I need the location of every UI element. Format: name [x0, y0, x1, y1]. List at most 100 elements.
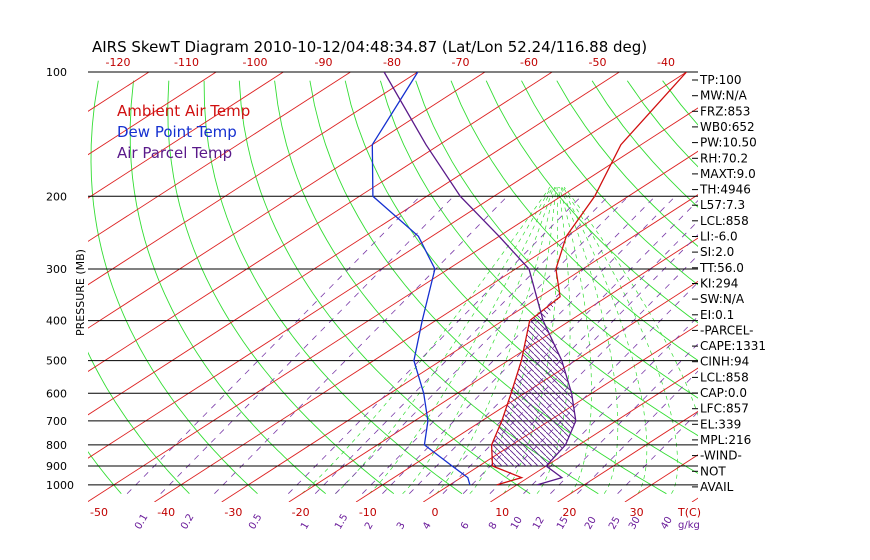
- pressure-tick: 700: [46, 415, 67, 428]
- legend: Ambient Air Temp Dew Point Temp Air Parcel…: [117, 102, 250, 162]
- top-temp-tick: -110: [174, 56, 199, 69]
- mixing-ratio-line: [429, 220, 698, 494]
- pressure-tick: 500: [46, 355, 67, 368]
- bottom-temperature-ticks: -50 -40 -30 -20 -10 0 10 20 30: [90, 506, 644, 519]
- index-item: FRZ:853: [700, 104, 750, 118]
- isotherm: [88, 72, 688, 459]
- saturated-adiabat: [562, 186, 678, 494]
- legend-entry: Dew Point Temp: [117, 123, 237, 141]
- index-item: PW:10.50: [700, 136, 757, 150]
- mixing-ratio-label: 8: [487, 520, 500, 531]
- top-temp-tick: -70: [452, 56, 470, 69]
- dry-adiabat: [768, 81, 870, 494]
- index-item: AVAIL: [700, 480, 734, 494]
- mixing-ratio-label: 1.5: [333, 512, 350, 531]
- mixing-ratio-line: [489, 281, 698, 494]
- mixing-ratio-labels: 0.1 0.2 0.5 1 1.5 2 3 4 6 8 10 12 15 20 25 30 40: [133, 512, 675, 531]
- isotherm: [88, 72, 553, 372]
- isotherm: [88, 107, 698, 502]
- dry-adiabat: [415, 80, 698, 399]
- mixing-ratio-line: [288, 196, 582, 494]
- series-ambient-air-temp: [490, 72, 687, 486]
- isotherm: [154, 150, 698, 502]
- index-item: EL:339: [700, 417, 741, 431]
- dry-adiabat: [839, 81, 870, 494]
- isotherm: [288, 237, 698, 502]
- mixing-ratio-line: [160, 196, 454, 494]
- mixing-ratio-label: 0.1: [133, 512, 150, 531]
- index-item: LI:-6.0: [700, 230, 738, 244]
- bottom-temp-tick: 20: [562, 506, 576, 519]
- pressure-tick: 600: [46, 387, 67, 400]
- isotherm: [759, 63, 870, 502]
- dry-adiabat: [129, 80, 326, 495]
- index-item: KI:294: [700, 277, 738, 291]
- dry-adiabat: [88, 351, 190, 495]
- index-item: RH:70.2: [700, 151, 748, 165]
- mixing-ratio-label: 6: [459, 520, 472, 531]
- chart-title: AIRS SkewT Diagram 2010-10-12/04:48:34.8…: [92, 38, 647, 56]
- cape-hatched-area: [491, 296, 576, 466]
- mixing-ratio-label: 2: [363, 520, 376, 531]
- saturated-adiabat: [563, 186, 698, 417]
- index-item: WB0:652: [700, 120, 755, 134]
- dry-adiabat: [556, 80, 698, 247]
- pressure-tick-labels: 100 200 300 400 500 600 700 800 900 1000: [46, 66, 74, 492]
- mixing-ratio-line: [214, 196, 508, 494]
- isotherm: [355, 280, 698, 502]
- pressure-tick: 300: [46, 263, 67, 276]
- bottom-temp-tick: -40: [157, 506, 175, 519]
- mixing-ratio-label: 4: [421, 520, 434, 531]
- top-temp-tick: -90: [315, 56, 333, 69]
- saturated-adiabat: [561, 186, 648, 494]
- mixing-ratio-line: [550, 343, 698, 494]
- bottom-temp-tick: 10: [495, 506, 509, 519]
- dry-adiabat: [485, 80, 698, 324]
- series-air-parcel-temp: [383, 72, 577, 486]
- index-item: MW:N/A: [700, 89, 748, 103]
- pressure-tick: 1000: [46, 479, 74, 492]
- index-item: TP:100: [699, 73, 742, 87]
- legend-entry: Ambient Air Temp: [117, 102, 250, 120]
- dry-adiabat: [450, 80, 698, 362]
- index-item: EI:0.1: [700, 308, 734, 322]
- isotherm: [0, 63, 29, 502]
- saturated-adiabat: [402, 186, 554, 494]
- dry-adiabat: [521, 80, 698, 286]
- mixing-ratio-label: 0.5: [247, 512, 264, 531]
- dry-adiabat: [167, 80, 395, 495]
- isobars: [88, 71, 698, 486]
- bottom-temp-tick: 0: [432, 506, 439, 519]
- saturated-adiabat: [368, 186, 553, 494]
- bottom-temp-tick: -20: [292, 506, 310, 519]
- mixing-ratio-label: 12: [531, 515, 547, 532]
- isotherm: [490, 367, 698, 502]
- mixing-ratio-label: 20: [583, 515, 599, 532]
- mixing-ratio-label: 25: [607, 515, 623, 532]
- index-item: TH:4946: [699, 183, 751, 197]
- mixing-ratio-line: [335, 196, 629, 494]
- index-item: SI:2.0: [700, 245, 734, 259]
- mixing-ratio-label: 40: [659, 515, 675, 532]
- index-item: MPL:216: [700, 433, 751, 447]
- mixing-ratio-line: [442, 234, 698, 494]
- bottom-temp-tick: -10: [359, 506, 377, 519]
- dry-adiabat: [203, 80, 463, 495]
- index-item: MAXT:9.0: [700, 167, 756, 181]
- index-item: SW:N/A: [700, 292, 745, 306]
- saturated-adiabat: [301, 186, 551, 494]
- pressure-tick: 100: [46, 66, 67, 79]
- bottom-temp-tick: -30: [224, 506, 242, 519]
- isotherm: [557, 410, 698, 502]
- index-item: -PARCEL-: [700, 323, 754, 337]
- index-item: TT:56.0: [699, 261, 744, 275]
- temp-unit-label: T(C): [677, 506, 701, 519]
- index-item: -WIND-: [700, 449, 742, 463]
- top-temp-tick: -60: [520, 56, 538, 69]
- index-item: LCL:858: [700, 370, 749, 384]
- index-item: CAPE:1331: [700, 339, 766, 353]
- saturated-adiabat: [335, 186, 552, 494]
- index-item: LCL:858: [700, 214, 749, 228]
- index-item: LFC:857: [700, 402, 749, 416]
